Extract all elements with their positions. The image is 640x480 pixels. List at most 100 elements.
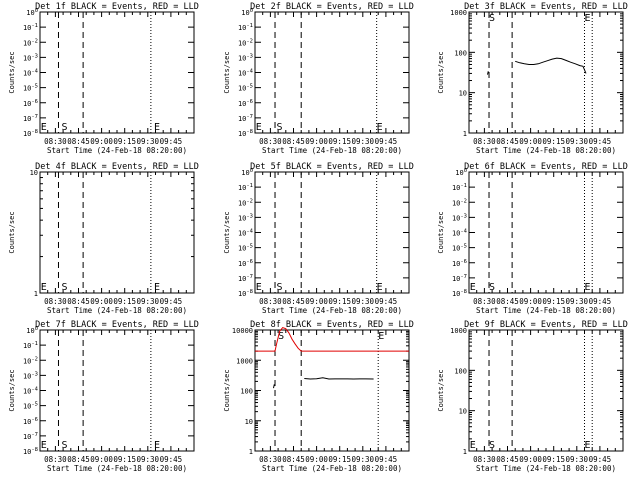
panel-3: Det 3f BLACK = Events, RED = LLD 08:30 08:…	[437, 2, 628, 155]
panel-title: Det 5f BLACK = Events, RED = LLD	[250, 162, 414, 172]
x-tick-label: 08:45	[282, 455, 305, 464]
x-tick-label: 09:45	[589, 297, 612, 306]
x-tick-label: 08:30	[259, 455, 282, 464]
x-tick-label: 09:00	[305, 297, 328, 306]
event-marker-s: S	[62, 282, 68, 293]
x-tick-label: 08:30	[473, 455, 496, 464]
event-marker-e: E	[41, 440, 47, 451]
y-tick-label: 10-2	[238, 38, 253, 47]
y-axis-label: Counts/sec	[223, 369, 231, 411]
y-tick-label: 10-6	[452, 259, 467, 268]
event-marker-s: S	[277, 122, 283, 133]
event-marker-s: S	[62, 122, 68, 133]
y-tick-label: 100	[455, 168, 467, 177]
panel-1: Det 1f BLACK = Events, RED = LLD 08:30 08:…	[8, 2, 199, 155]
x-tick-label: 09:00	[90, 455, 113, 464]
y-tick-label: 100	[240, 388, 253, 396]
x-axis-label: Start Time (24-Feb-18 08:20:00)	[47, 306, 187, 315]
y-tick-label: 10-8	[23, 129, 38, 138]
y-tick-label: 10-4	[23, 387, 39, 396]
x-tick-label: 09:45	[160, 137, 183, 146]
y-tick-label: 10-6	[238, 99, 253, 108]
y-tick-label: 100	[241, 168, 253, 177]
panel-title: Det 6f BLACK = Events, RED = LLD	[464, 162, 628, 172]
y-tick-label: 10-3	[23, 371, 38, 380]
y-tick-label: 10-7	[23, 114, 38, 123]
y-tick-label: 10-6	[23, 99, 38, 108]
y-axis-label: Counts/sec	[223, 211, 231, 253]
panel-title: Det 4f BLACK = Events, RED = LLD	[35, 162, 199, 172]
x-tick-label: 09:45	[589, 455, 612, 464]
y-tick-label: 100	[26, 8, 38, 17]
y-tick-label: 100	[26, 326, 38, 335]
x-tick-label: 08:45	[67, 455, 90, 464]
panel-title: Det 9f BLACK = Events, RED = LLD	[464, 320, 628, 330]
event-marker-s: S	[62, 440, 68, 451]
y-tick-label: 100	[454, 49, 467, 57]
y-tick-label: 10-3	[238, 53, 253, 62]
event-marker-s: S	[277, 282, 283, 293]
x-axis-label: Start Time (24-Feb-18 08:20:00)	[262, 146, 402, 155]
x-tick-label: 09:45	[375, 297, 398, 306]
y-tick-label: 1	[463, 130, 467, 138]
y-axis-label: Counts/sec	[8, 369, 16, 411]
y-tick-label: 10-6	[23, 417, 38, 426]
y-tick-label: 10-5	[238, 244, 253, 253]
y-tick-label: 10-8	[238, 129, 253, 138]
panel-2: Det 2f BLACK = Events, RED = LLD 08:30 08:…	[223, 2, 414, 155]
y-axis-label: Counts/sec	[223, 51, 231, 93]
series-line-2	[515, 57, 587, 74]
x-tick-label: 09:45	[160, 297, 183, 306]
event-marker-s: S	[489, 282, 495, 293]
panel-9: Det 9f BLACK = Events, RED = LLD 08:30 08:…	[437, 320, 628, 473]
y-tick-label: 1	[34, 290, 38, 298]
panel-title: Det 3f BLACK = Events, RED = LLD	[464, 2, 628, 12]
x-tick-label: 09:00	[90, 137, 113, 146]
event-marker-e: E	[41, 282, 47, 293]
event-marker-s: S	[278, 331, 284, 342]
x-tick-label: 09:15	[113, 455, 136, 464]
y-tick-label: 10-7	[23, 432, 38, 441]
y-tick-label: 10-4	[238, 229, 254, 238]
x-tick-label: 08:45	[282, 137, 305, 146]
x-tick-label: 09:45	[375, 455, 398, 464]
y-tick-label: 10-2	[238, 198, 253, 207]
event-marker-e: E	[377, 122, 383, 133]
panel-7: Det 7f BLACK = Events, RED = LLD 08:30 08:…	[8, 320, 199, 473]
series-line-1	[487, 71, 489, 75]
y-tick-label: 10-7	[452, 274, 467, 283]
y-axis-label: Counts/sec	[437, 51, 445, 93]
panel-title: Det 7f BLACK = Events, RED = LLD	[35, 320, 199, 330]
y-tick-label: 10-5	[238, 84, 253, 93]
plot-frame	[39, 11, 195, 134]
y-tick-label: 10-4	[452, 229, 468, 238]
x-tick-label: 08:45	[67, 297, 90, 306]
x-axis-label: Start Time (24-Feb-18 08:20:00)	[476, 464, 616, 473]
x-tick-label: 09:45	[160, 455, 183, 464]
y-tick-label: 10-2	[23, 38, 38, 47]
y-tick-label: 10-2	[23, 356, 38, 365]
panel-title: Det 8f BLACK = Events, RED = LLD	[250, 320, 414, 330]
x-tick-label: 09:15	[113, 297, 136, 306]
y-tick-label: 10-6	[238, 259, 253, 268]
x-tick-label: 09:15	[542, 297, 565, 306]
series-line-2	[273, 384, 275, 389]
y-tick-label: 10-1	[238, 183, 253, 192]
plot-frame	[254, 329, 410, 452]
y-tick-label: 1000	[236, 357, 253, 365]
x-axis-label: Start Time (24-Feb-18 08:20:00)	[262, 464, 402, 473]
panel-5: Det 5f BLACK = Events, RED = LLD 08:30 08:…	[223, 162, 414, 315]
y-tick-label: 1	[463, 448, 467, 456]
y-tick-label: 10-1	[23, 23, 38, 32]
x-tick-label: 08:30	[44, 297, 67, 306]
x-tick-label: 09:30	[566, 455, 589, 464]
plot-frame	[39, 171, 195, 294]
x-tick-label: 09:15	[328, 297, 351, 306]
x-axis-label: Start Time (24-Feb-18 08:20:00)	[47, 464, 187, 473]
y-tick-label: 10-3	[452, 213, 467, 222]
series-line-3	[304, 377, 374, 380]
y-tick-label: 10-7	[238, 274, 253, 283]
panel-6: Det 6f BLACK = Events, RED = LLD 08:30 08:…	[437, 162, 628, 315]
x-tick-label: 09:30	[352, 297, 375, 306]
event-marker-e: E	[585, 13, 591, 24]
